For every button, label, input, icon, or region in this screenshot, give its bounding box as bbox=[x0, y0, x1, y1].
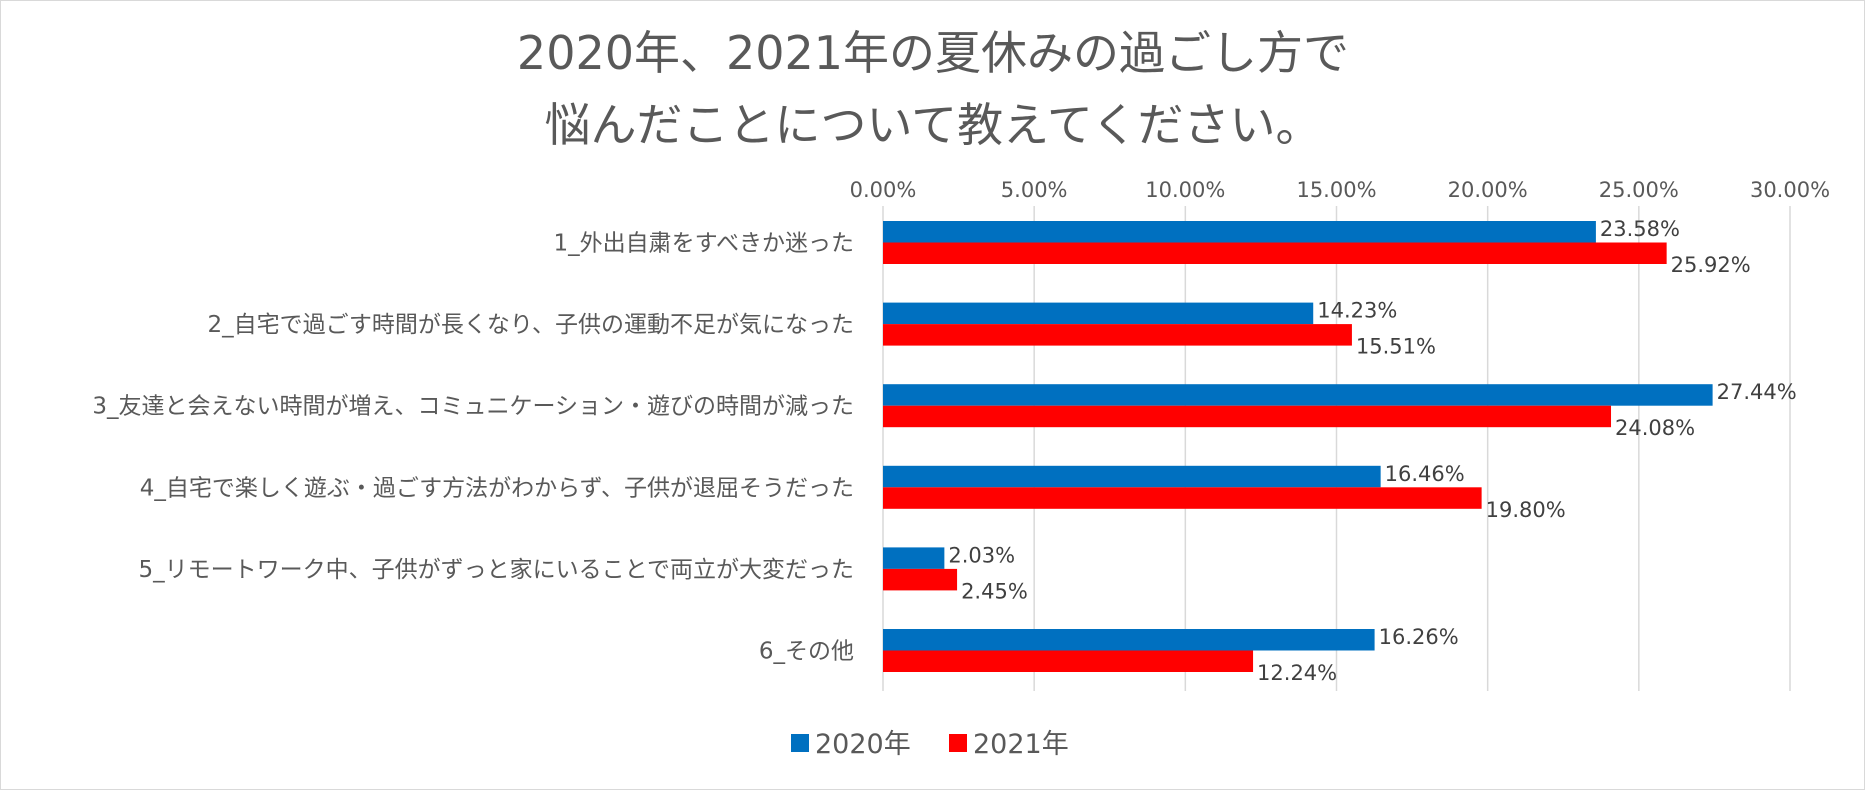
data-label: 23.58% bbox=[1600, 217, 1680, 241]
x-tick-label: 5.00% bbox=[1001, 178, 1068, 202]
category-label: 2_自宅で過ごす時間が長くなり、子供の運動不足が気になった bbox=[208, 312, 854, 338]
data-label: 19.80% bbox=[1486, 498, 1566, 522]
chart-title-line-1: 2020年、2021年の夏休みの過ごし方で bbox=[517, 26, 1349, 80]
bar-series-2 bbox=[883, 405, 1612, 428]
bar-series-1 bbox=[883, 465, 1381, 488]
x-tick-label: 15.00% bbox=[1296, 178, 1376, 202]
legend: 2020年 2021年 bbox=[791, 729, 1069, 760]
data-label: 15.51% bbox=[1356, 335, 1436, 359]
x-tick-label: 20.00% bbox=[1448, 178, 1528, 202]
data-label: 27.44% bbox=[1717, 380, 1797, 404]
category-label: 3_友達と会えない時間が増え、コミュニケーション・遊びの時間が減った bbox=[92, 394, 854, 420]
category-label: 6_その他 bbox=[759, 639, 854, 665]
x-tick-label: 30.00% bbox=[1750, 178, 1830, 202]
bar-series-1 bbox=[883, 384, 1713, 406]
bar-series-2 bbox=[883, 242, 1667, 264]
x-tick-label: 0.00% bbox=[850, 178, 917, 202]
bars bbox=[883, 221, 1713, 672]
data-label: 16.26% bbox=[1379, 625, 1459, 649]
data-label: 2.45% bbox=[961, 579, 1028, 603]
category-label: 5_リモートワーク中、子供がずっと家にいることで両立が大変だった bbox=[139, 557, 854, 583]
legend-label: 2020年 bbox=[815, 729, 911, 760]
chart-title: 2020年、2021年の夏休みの過ごし方で 悩んだことについて教えてください。 bbox=[517, 26, 1349, 152]
bar-series-2 bbox=[883, 487, 1482, 509]
category-label: 4_自宅で楽しく遊ぶ・過ごす方法がわからず、子供が退屈そうだった bbox=[140, 475, 854, 501]
bar-series-1 bbox=[883, 629, 1375, 651]
data-label: 16.46% bbox=[1385, 462, 1465, 486]
legend-swatch bbox=[949, 734, 967, 752]
x-axis-ticks: 0.00% 5.00% 10.00% 15.00% 20.00% 25.00% 30.00% bbox=[850, 178, 1830, 202]
data-label: 14.23% bbox=[1317, 299, 1397, 323]
bar-series-1 bbox=[883, 547, 945, 569]
category-label: 1_外出自粛をすべきか迷った bbox=[553, 231, 854, 257]
data-label: 12.24% bbox=[1257, 661, 1337, 685]
bar-series-2 bbox=[883, 324, 1352, 346]
x-tick-label: 10.00% bbox=[1145, 178, 1225, 202]
data-labels: 23.58% 25.92% 14.23% 15.51% 27.44% 24.08% 16.4… bbox=[948, 217, 1796, 685]
data-label: 24.08% bbox=[1615, 416, 1695, 440]
legend-swatch bbox=[791, 734, 809, 752]
bar-series-1 bbox=[883, 221, 1596, 243]
category-labels: 1_外出自粛をすべきか迷った 2_自宅で過ごす時間が長くなり、子供の運動不足が気に… bbox=[92, 231, 854, 665]
data-label: 2.03% bbox=[948, 543, 1015, 567]
bar-series-2 bbox=[883, 650, 1254, 672]
chart-title-line-2: 悩んだことについて教えてください。 bbox=[545, 98, 1322, 152]
gridlines bbox=[882, 206, 1791, 691]
data-label: 25.92% bbox=[1671, 253, 1751, 277]
bar-series-1 bbox=[883, 302, 1314, 325]
bar-series-2 bbox=[883, 568, 958, 591]
legend-label: 2021年 bbox=[973, 729, 1069, 760]
x-tick-label: 25.00% bbox=[1599, 178, 1679, 202]
